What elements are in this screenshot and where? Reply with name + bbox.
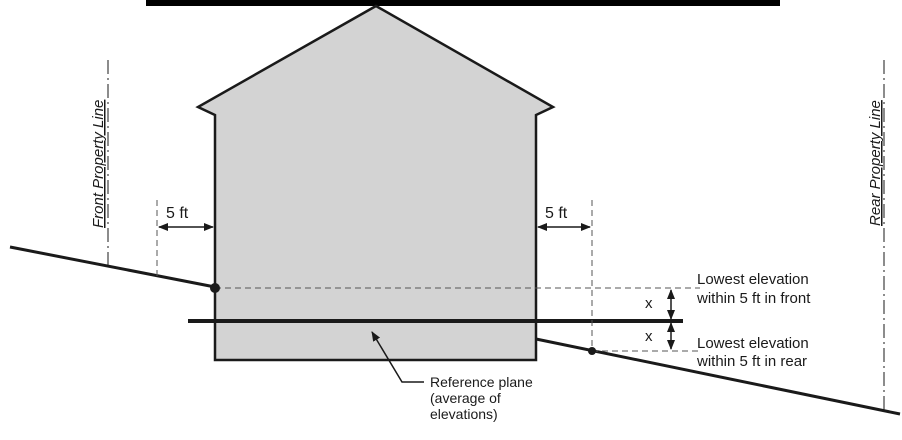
reference-plane-label-line2: (average of bbox=[430, 390, 501, 406]
front-property-line-label: Front Property Line bbox=[90, 100, 107, 228]
ground-line-front bbox=[9, 245, 216, 289]
rear-property-line-label: Rear Property Line bbox=[867, 100, 884, 226]
front-x-marker: x bbox=[645, 295, 653, 312]
top-frame-bar bbox=[146, 0, 780, 6]
rear-x-marker: x bbox=[645, 328, 653, 345]
rear-elevation-point bbox=[588, 347, 596, 355]
rear-elevation-label-line1: Lowest elevation bbox=[697, 335, 809, 352]
front-elevation-point bbox=[210, 283, 220, 293]
front-setback-label: 5 ft bbox=[166, 205, 189, 222]
house-building bbox=[195, 4, 556, 362]
reference-plane-label-line3: elevations) bbox=[430, 406, 498, 422]
rear-setback-label: 5 ft bbox=[545, 205, 568, 222]
rear-elevation-label-line2: within 5 ft in rear bbox=[696, 353, 807, 370]
front-elevation-label-line1: Lowest elevation bbox=[697, 271, 809, 288]
reference-plane-label-line1: Reference plane bbox=[430, 374, 533, 390]
reference-plane-leader bbox=[371, 331, 424, 383]
front-elevation-label-line2: within 5 ft in front bbox=[696, 290, 811, 307]
